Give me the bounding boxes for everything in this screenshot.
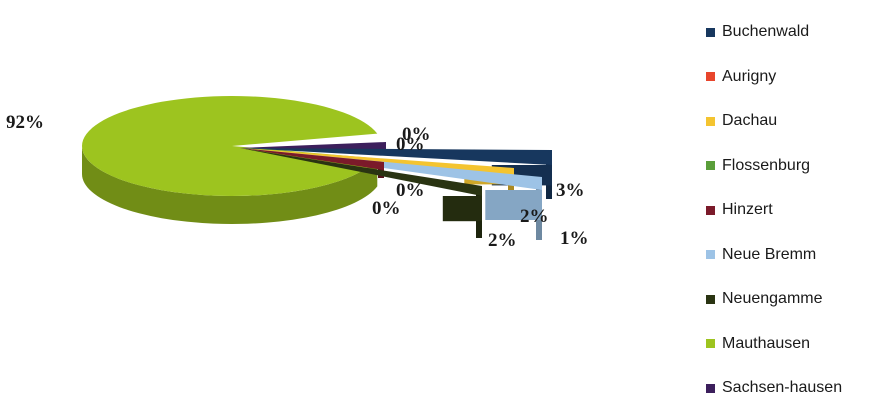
data-label-buchenwald: 3% — [556, 180, 585, 201]
data-label-hinzert: 0% — [372, 198, 401, 219]
legend-label: Flossenburg — [722, 156, 811, 174]
legend-label: Mauthausen — [722, 334, 811, 352]
legend-label: Hinzert — [722, 201, 773, 219]
chart-legend: Buchenwald Aurigny Dachau Flossenburg Hinzer… — [706, 10, 872, 411]
slice-front-neuengamme — [442, 196, 482, 222]
slice-neuengamme — [240, 148, 482, 196]
legend-item: Dachau — [706, 99, 872, 144]
legend-swatch — [706, 294, 715, 304]
pie-top-faces — [82, 95, 552, 196]
data-label-dachau: 1% — [560, 228, 589, 249]
legend-swatch — [706, 339, 715, 349]
legend-item: Aurigny — [706, 55, 872, 100]
slice-hinzert — [240, 148, 384, 170]
slice-buchenwald — [240, 148, 552, 165]
legend-item: Flossenburg — [706, 144, 872, 189]
data-label-flossenburg: 0% — [396, 180, 425, 201]
pie-chart: 3%0%1%0%0% 2%2%92%0% — [6, 95, 589, 251]
legend-swatch — [706, 27, 715, 37]
data-label-mauthausen: 92% — [6, 112, 44, 133]
legend-swatch — [706, 72, 715, 82]
legend-swatch — [706, 205, 715, 215]
pie-data-labels: 3%0%1%0%0% 2%2%92%0% — [6, 112, 589, 251]
legend-label: Buchenwald — [722, 23, 810, 41]
slice-side-mauthausen — [82, 146, 378, 225]
data-label-neuengamme: 2% — [488, 230, 517, 251]
legend-swatch — [706, 383, 715, 393]
legend-label: Dachau — [722, 112, 778, 130]
legend-swatch — [706, 161, 715, 171]
slice-mauthausen — [82, 95, 378, 196]
legend-item: Neue Bremm — [706, 233, 872, 278]
data-label-aurigny: 0% — [396, 134, 425, 155]
slice-sachsen-hausen — [240, 142, 386, 150]
data-label-sachsen-hausen: 0% — [402, 124, 431, 145]
legend-label: Sachsen-hausen — [722, 379, 843, 397]
legend-item: Hinzert — [706, 188, 872, 233]
legend-label: Aurigny — [722, 67, 777, 85]
legend-label: Neuengamme — [722, 290, 823, 308]
legend-item: Mauthausen — [706, 322, 872, 367]
legend-item: Buchenwald — [706, 10, 872, 55]
data-label-neue bremm: 2% — [520, 206, 549, 227]
legend-item: Neuengamme — [706, 277, 872, 322]
legend-swatch — [706, 116, 715, 126]
legend-label: Neue Bremm — [722, 245, 817, 263]
legend-swatch — [706, 250, 715, 260]
slice-front-neue bremm — [485, 190, 542, 220]
legend-item: Sachsen-hausen — [706, 366, 872, 411]
